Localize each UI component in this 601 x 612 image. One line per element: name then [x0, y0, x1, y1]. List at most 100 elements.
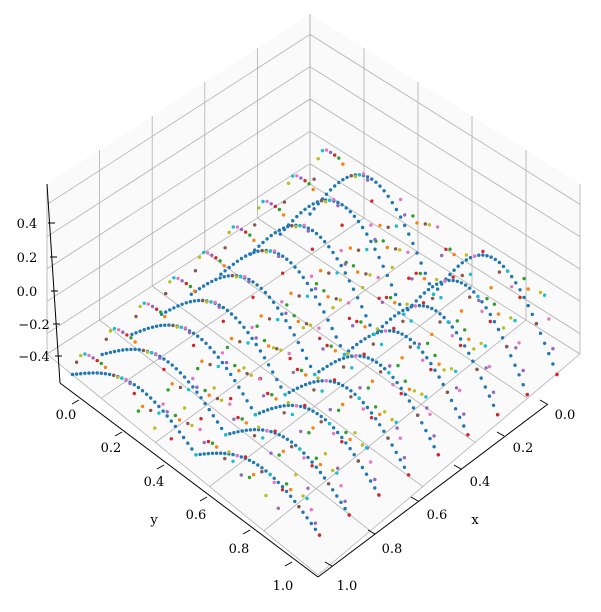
data-point: [311, 426, 315, 430]
data-point: [413, 304, 417, 308]
grid-line: [151, 285, 424, 487]
data-point: [310, 228, 315, 233]
data-point: [121, 330, 125, 334]
data-point: [463, 328, 467, 332]
data-point: [525, 392, 529, 397]
data-point: [422, 277, 427, 281]
data-point: [327, 421, 332, 426]
data-point: [271, 300, 276, 304]
data-point: [245, 371, 249, 376]
data-point: [480, 309, 484, 313]
data-point: [219, 426, 224, 431]
data-point: [419, 261, 423, 265]
data-point: [467, 337, 471, 341]
data-point: [138, 304, 142, 309]
data-point: [487, 365, 492, 369]
data-point: [289, 494, 293, 498]
data-point: [285, 303, 289, 307]
data-point: [359, 320, 363, 324]
data-point: [334, 297, 338, 301]
data-point: [378, 370, 383, 374]
data-point: [276, 306, 280, 310]
data-point: [224, 366, 229, 371]
data-point: [251, 473, 256, 477]
data-point: [319, 199, 324, 203]
data-point: [290, 412, 295, 417]
data-point: [292, 333, 296, 337]
data-point: [244, 421, 248, 425]
data-point: [492, 320, 497, 324]
data-point: [501, 326, 506, 330]
data-point: [153, 400, 157, 404]
data-point: [290, 403, 295, 408]
data-point: [323, 452, 328, 456]
y-tick: [114, 431, 123, 437]
data-point: [341, 162, 345, 166]
data-point: [159, 323, 163, 328]
data-point: [182, 406, 187, 410]
data-point: [308, 364, 313, 369]
data-point: [398, 436, 402, 440]
data-point: [442, 315, 446, 320]
data-point: [479, 376, 483, 380]
y-tick: [156, 464, 165, 470]
data-point: [220, 351, 225, 355]
data-point: [429, 367, 433, 372]
data-point: [330, 326, 334, 331]
data-point: [348, 446, 352, 451]
data-point: [336, 381, 341, 386]
data-point: [323, 200, 328, 204]
data-point: [223, 451, 227, 456]
data-point: [440, 253, 444, 258]
data-point: [424, 428, 428, 433]
y-axis-line: [59, 382, 319, 578]
data-point: [276, 317, 280, 322]
data-point: [394, 224, 399, 228]
data-point: [171, 323, 175, 328]
data-point: [337, 156, 341, 160]
data-point: [283, 392, 287, 397]
data-point: [307, 182, 311, 186]
data-point: [489, 255, 493, 259]
data-point: [278, 404, 282, 409]
data-point: [344, 430, 348, 435]
data-point: [166, 360, 170, 364]
data-point: [394, 207, 399, 212]
data-point: [304, 322, 309, 326]
data-point: [388, 317, 393, 321]
data-point: [237, 368, 241, 373]
data-point: [328, 150, 333, 155]
y-axis-label: y: [149, 513, 158, 528]
data-point: [384, 321, 389, 325]
data-point: [395, 380, 399, 385]
data-point: [176, 276, 180, 281]
data-point: [206, 439, 211, 444]
data-point: [108, 329, 113, 333]
z-axis-line: [46, 183, 61, 384]
data-point: [144, 392, 149, 396]
data-point: [209, 300, 213, 304]
data-point: [356, 248, 361, 252]
data-point: [259, 286, 263, 291]
data-point: [315, 200, 320, 204]
data-point: [103, 372, 108, 376]
data-point: [538, 331, 543, 335]
data-point: [398, 248, 402, 252]
data-point: [388, 364, 392, 368]
data-point: [338, 344, 342, 348]
data-point: [219, 398, 224, 402]
data-point: [267, 295, 272, 299]
data-point: [365, 247, 369, 252]
data-point: [253, 223, 257, 227]
data-point: [266, 363, 271, 367]
data-point: [354, 354, 358, 358]
data-point: [313, 372, 317, 377]
data-point: [361, 172, 366, 176]
data-point: [291, 388, 295, 392]
data-point: [299, 404, 303, 409]
x-tick-label: 0.4: [470, 475, 491, 490]
data-point: [491, 390, 496, 394]
data-point: [403, 379, 407, 383]
data-point: [164, 310, 168, 314]
